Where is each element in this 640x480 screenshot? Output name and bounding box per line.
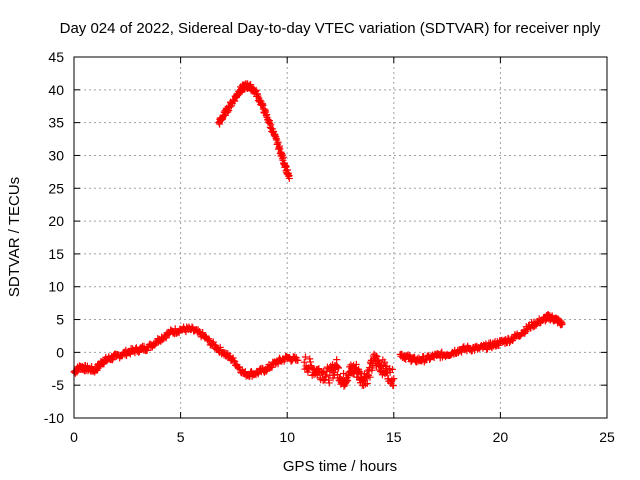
data-point-fill [162,334,170,342]
y-tick-label: 5 [56,312,64,328]
series-elevated-arc [215,80,293,182]
chart-title: Day 024 of 2022, Sidereal Day-to-day VTE… [60,20,601,37]
data-point-fill [188,323,196,331]
data-point-fill [372,352,380,360]
data-point-fill [340,370,348,378]
x-tick-label: 15 [386,429,402,445]
data-point-fill [252,86,260,94]
x-tick-label: 0 [70,429,78,445]
data-point-fill [216,343,224,351]
data-point-fill [206,336,214,344]
y-tick-label: 30 [48,147,64,163]
data-point-fill [108,356,116,364]
data-point [294,356,302,364]
data-point-fill [483,345,491,353]
data-point-fill [229,354,237,362]
data-point [285,174,293,182]
series-scatter-cluster-11-15 [300,350,398,390]
data-point-fill [135,347,143,355]
data-points [70,80,566,390]
data-point-fill [274,138,282,146]
data-point-fill [413,358,421,366]
data-point-fill [325,379,333,387]
series-evening-track [396,311,566,366]
y-tick-label: -5 [52,377,65,393]
data-point-fill [301,353,309,361]
data-point-fill [306,358,314,366]
y-tick-label: 15 [48,246,64,262]
data-point-fill [143,346,151,354]
plot-frame [73,56,608,419]
data-point-fill [389,382,397,390]
data-point-fill [381,358,389,366]
data-point-fill [279,153,287,161]
data-point-fill [471,346,479,354]
data-point-fill [221,349,229,357]
data-point-fill [335,364,343,372]
data-point-fill [304,368,312,376]
x-axis-label: GPS time / hours [283,458,397,475]
x-tick-label: 5 [177,429,185,445]
y-axis-label: SDTVAR / TECUs [6,177,23,297]
y-tick-label: 25 [48,180,64,196]
axis-ticks: 0 5 10 15 20 25 -10 -5 0 5 10 15 20 25 30 35 40 45 [44,49,615,445]
data-point-fill [388,365,396,373]
data-point-fill [352,360,360,368]
y-tick-label: 20 [48,213,64,229]
data-point-fill [140,342,148,350]
y-tick-label: 10 [48,279,64,295]
data-point-fill [363,379,371,387]
y-tick-label: 35 [48,115,64,131]
data-point-fill [356,368,364,376]
x-tick-label: 10 [279,429,295,445]
x-tick-label: 25 [599,429,615,445]
data-point-fill [268,363,276,371]
data-point-fill [375,357,383,365]
data-point-fill [135,348,143,356]
data-point-fill [306,355,314,363]
data-point-fill [205,335,213,343]
data-point-fill [199,329,207,337]
data-point-fill [109,355,117,363]
y-tick-label: 40 [48,82,64,98]
y-tick-label: -10 [44,410,64,426]
data-point-fill [210,341,218,349]
data-point-fill [282,163,290,171]
data-point [390,375,398,383]
data-point-fill [247,81,255,89]
x-tick-label: 20 [493,429,509,445]
data-point-fill [333,356,341,364]
data-point [300,358,308,366]
series-main-track [70,323,302,381]
data-point [558,320,566,328]
data-point-fill [366,373,374,381]
y-tick-label: 45 [48,49,64,65]
y-tick-label: 0 [56,344,64,360]
